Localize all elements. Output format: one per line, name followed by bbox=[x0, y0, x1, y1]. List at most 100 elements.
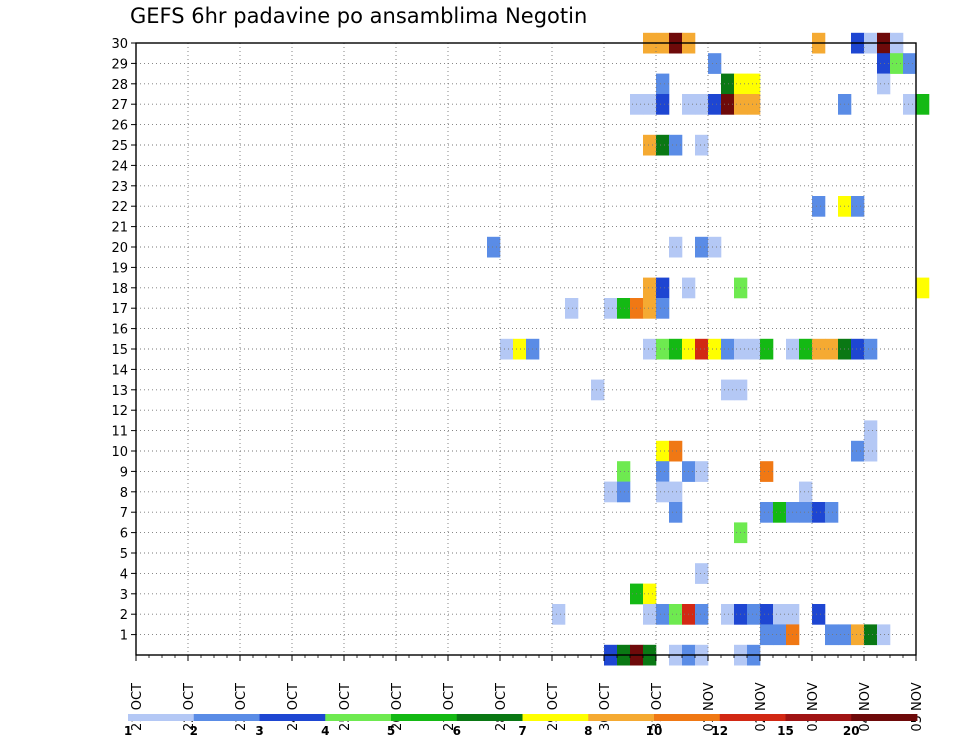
y-tick-label: 22 bbox=[111, 200, 128, 215]
legend-swatch bbox=[588, 714, 655, 721]
heatmap-cell bbox=[825, 338, 839, 360]
x-tick-label: 04 NOV bbox=[858, 682, 873, 731]
legend-label: 20 bbox=[843, 724, 860, 738]
legend-label: 1 bbox=[124, 724, 132, 738]
y-tick-label: 14 bbox=[111, 363, 128, 378]
y-tick-label: 11 bbox=[111, 425, 128, 440]
y-tick-label: 6 bbox=[120, 527, 128, 542]
y-tick-label: 12 bbox=[111, 404, 128, 419]
heatmap-cell bbox=[669, 134, 683, 156]
heatmap-cell bbox=[721, 379, 735, 401]
y-tick-label: 29 bbox=[111, 57, 128, 72]
heatmap-cell bbox=[851, 196, 865, 217]
heatmap-cell bbox=[760, 502, 774, 523]
y-tick-label: 30 bbox=[111, 37, 128, 52]
heatmap-cell bbox=[812, 502, 826, 523]
legend-label: 15 bbox=[777, 724, 794, 738]
heatmap-cell bbox=[656, 604, 670, 625]
y-tick-label: 25 bbox=[111, 139, 128, 154]
heatmap-cell bbox=[812, 196, 826, 217]
heatmap-cell bbox=[656, 481, 670, 503]
heatmap-cell bbox=[669, 502, 683, 523]
x-tick-label: 23 OCT bbox=[234, 683, 249, 731]
heatmap-cell bbox=[487, 236, 501, 258]
heatmap-cell bbox=[617, 481, 631, 503]
heatmap-cell bbox=[656, 298, 670, 319]
heatmap-cell bbox=[877, 73, 891, 95]
y-tick-label: 24 bbox=[111, 159, 128, 174]
legend-swatch bbox=[128, 714, 195, 721]
heatmap-cell bbox=[877, 624, 891, 646]
legend-swatch bbox=[193, 714, 260, 721]
y-tick-label: 4 bbox=[120, 567, 128, 582]
heatmap-cell bbox=[708, 338, 722, 360]
legend-label: 12 bbox=[711, 724, 728, 738]
heatmap-cell bbox=[656, 134, 670, 156]
heatmap-cell bbox=[669, 236, 683, 258]
heatmap-cell bbox=[864, 440, 878, 462]
y-tick-label: 7 bbox=[120, 506, 128, 521]
heatmap-cell bbox=[643, 338, 657, 360]
heatmap-cell bbox=[864, 624, 878, 646]
legend-swatch bbox=[851, 714, 918, 721]
y-tick-label: 16 bbox=[111, 323, 128, 338]
legend-swatch bbox=[522, 714, 589, 721]
heatmap-cell bbox=[591, 379, 605, 401]
legend-label: 2 bbox=[190, 724, 198, 738]
legend-swatch bbox=[391, 714, 458, 721]
heatmap-cell bbox=[669, 338, 683, 360]
heatmap-cell bbox=[656, 94, 670, 115]
heatmap-cell bbox=[643, 94, 657, 115]
legend-label: 6 bbox=[453, 724, 461, 738]
y-tick-label: 26 bbox=[111, 119, 128, 134]
heatmap-cell bbox=[812, 338, 826, 360]
heatmap-cell bbox=[656, 277, 670, 299]
heatmap-cell bbox=[721, 94, 735, 115]
y-tick-label: 5 bbox=[120, 547, 128, 562]
heatmap-cell bbox=[669, 481, 683, 503]
x-tick-label: 25 OCT bbox=[338, 683, 353, 731]
heatmap-cell bbox=[708, 236, 722, 258]
heatmap-cell bbox=[799, 338, 813, 360]
cells-layer bbox=[487, 32, 930, 666]
x-tick-label: 21 OCT bbox=[130, 683, 145, 731]
y-tick-label: 13 bbox=[111, 384, 128, 399]
y-tick-label: 28 bbox=[111, 78, 128, 93]
y-tick-label: 10 bbox=[111, 445, 128, 460]
heatmap-cell bbox=[552, 604, 566, 625]
heatmap-cell bbox=[500, 338, 514, 360]
heatmap-cell bbox=[695, 236, 709, 258]
heatmap-cell bbox=[656, 440, 670, 462]
heatmap-cell bbox=[903, 94, 917, 115]
y-tick-label: 1 bbox=[120, 629, 128, 644]
heatmap-cell bbox=[643, 604, 657, 625]
y-tick-label: 2 bbox=[120, 608, 128, 623]
heatmap-cell bbox=[747, 94, 761, 115]
heatmap-cell bbox=[643, 298, 657, 319]
y-tick-label: 23 bbox=[111, 180, 128, 195]
heatmap-cell bbox=[695, 338, 709, 360]
x-tick-label: 02 NOV bbox=[754, 682, 769, 731]
heatmap-cell bbox=[643, 134, 657, 156]
heatmap-cell bbox=[851, 624, 865, 646]
heatmap-cell bbox=[721, 604, 735, 625]
heatmap-cell bbox=[864, 420, 878, 442]
heatmap-cell bbox=[916, 277, 930, 299]
heatmap-cell bbox=[747, 73, 761, 95]
legend-layer: 1 2 3 4 5 6 7 8 10 12 15 20 bbox=[124, 714, 918, 738]
heatmap-cell bbox=[747, 338, 761, 360]
heatmap-cell bbox=[695, 461, 709, 482]
x-tick-label: 05 NOV bbox=[910, 682, 925, 731]
heatmap-cell bbox=[617, 298, 631, 319]
legend-swatch bbox=[456, 714, 523, 721]
y-tick-label: 15 bbox=[111, 343, 128, 358]
axes-layer: 1234567891011121314151617181920212223242… bbox=[111, 37, 925, 732]
heatmap-cell bbox=[760, 461, 774, 482]
heatmap-cell bbox=[799, 502, 813, 523]
legend-label: 5 bbox=[387, 724, 395, 738]
heatmap-cell bbox=[825, 502, 839, 523]
heatmap-cell bbox=[916, 94, 930, 115]
heatmap-cell bbox=[721, 73, 735, 95]
heatmap-cell bbox=[695, 134, 709, 156]
